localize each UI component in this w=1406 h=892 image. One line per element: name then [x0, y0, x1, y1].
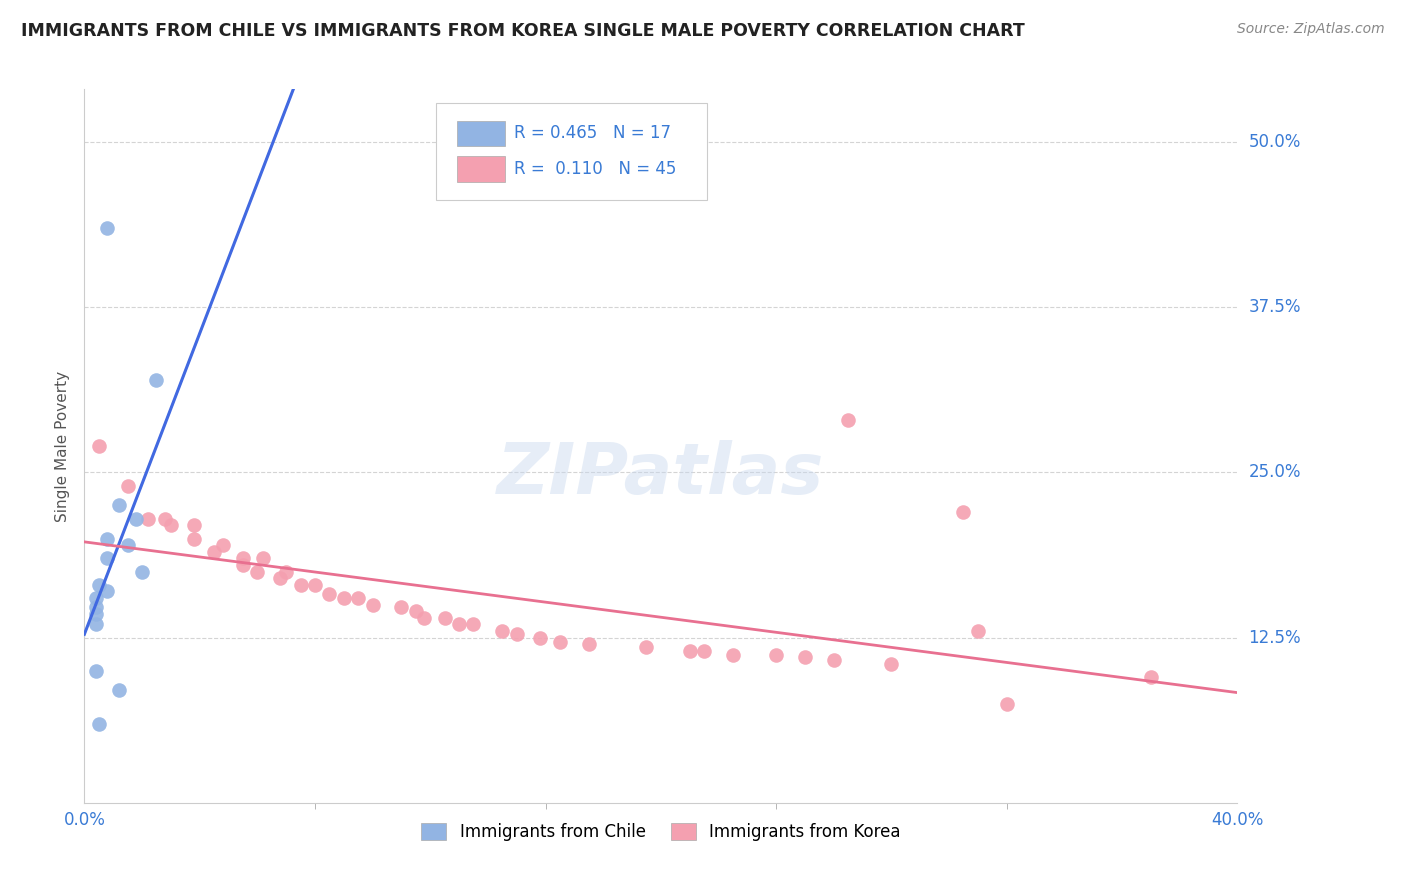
Point	[96, 551, 118, 566]
Point	[202, 545, 225, 559]
Point	[96, 532, 118, 546]
Point	[125, 511, 148, 525]
Point	[491, 624, 513, 638]
Point	[506, 626, 529, 640]
Point	[136, 511, 159, 525]
Point	[995, 697, 1018, 711]
Point	[183, 518, 205, 533]
Point	[87, 578, 110, 592]
Point	[1140, 670, 1163, 684]
Point	[405, 604, 427, 618]
Point	[87, 716, 110, 731]
Point	[269, 571, 291, 585]
Point	[252, 551, 274, 566]
Point	[794, 650, 817, 665]
Point	[693, 644, 716, 658]
Point	[183, 532, 205, 546]
Point	[391, 600, 413, 615]
Point	[276, 565, 298, 579]
Text: 50.0%: 50.0%	[1249, 133, 1301, 151]
Text: IMMIGRANTS FROM CHILE VS IMMIGRANTS FROM KOREA SINGLE MALE POVERTY CORRELATION C: IMMIGRANTS FROM CHILE VS IMMIGRANTS FROM…	[21, 22, 1025, 40]
Point	[880, 657, 903, 671]
Point	[96, 584, 118, 599]
Point	[679, 644, 702, 658]
Point	[211, 538, 233, 552]
Point	[290, 578, 312, 592]
Point	[433, 611, 456, 625]
Legend: Immigrants from Chile, Immigrants from Korea: Immigrants from Chile, Immigrants from K…	[415, 816, 907, 848]
Point	[84, 664, 107, 678]
Point	[232, 551, 254, 566]
Point	[87, 439, 110, 453]
Point	[823, 653, 845, 667]
Text: ZIPatlas: ZIPatlas	[498, 440, 824, 509]
Y-axis label: Single Male Poverty: Single Male Poverty	[55, 370, 70, 522]
Point	[246, 565, 269, 579]
FancyBboxPatch shape	[457, 156, 505, 182]
Point	[108, 683, 131, 698]
Point	[117, 538, 139, 552]
Point	[765, 648, 787, 662]
Text: R =  0.110   N = 45: R = 0.110 N = 45	[515, 161, 676, 178]
Point	[952, 505, 974, 519]
Point	[84, 607, 107, 621]
Point	[304, 578, 326, 592]
Point	[529, 631, 551, 645]
Point	[84, 617, 107, 632]
Point	[347, 591, 370, 605]
Point	[413, 611, 436, 625]
Point	[108, 499, 131, 513]
Point	[361, 598, 384, 612]
Point	[84, 600, 107, 615]
Point	[449, 617, 471, 632]
Point	[333, 591, 356, 605]
Point	[96, 221, 118, 235]
Point	[967, 624, 990, 638]
Text: 12.5%: 12.5%	[1249, 629, 1301, 647]
Point	[145, 373, 167, 387]
Point	[578, 637, 600, 651]
Point	[721, 648, 744, 662]
Point	[160, 518, 183, 533]
FancyBboxPatch shape	[436, 103, 707, 200]
Point	[131, 565, 153, 579]
Point	[84, 591, 107, 605]
Point	[463, 617, 485, 632]
Point	[636, 640, 658, 654]
Point	[837, 412, 859, 426]
Point	[117, 478, 139, 492]
Point	[548, 634, 571, 648]
Text: Source: ZipAtlas.com: Source: ZipAtlas.com	[1237, 22, 1385, 37]
Text: 37.5%: 37.5%	[1249, 298, 1301, 317]
Text: 25.0%: 25.0%	[1249, 464, 1301, 482]
FancyBboxPatch shape	[457, 120, 505, 146]
Point	[232, 558, 254, 572]
Point	[153, 511, 176, 525]
Point	[318, 587, 340, 601]
Text: R = 0.465   N = 17: R = 0.465 N = 17	[515, 125, 672, 143]
